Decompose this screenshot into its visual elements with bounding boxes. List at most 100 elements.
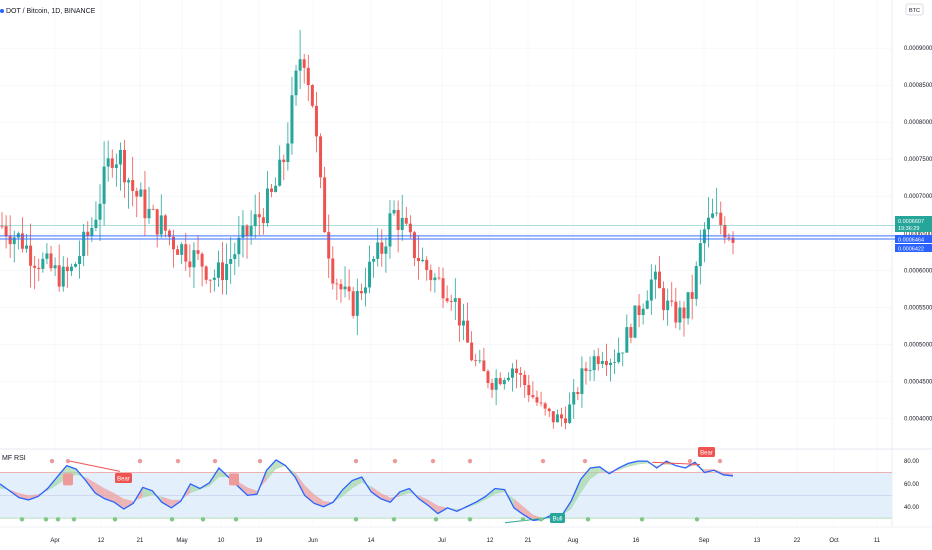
oversold-dot — [112, 517, 118, 522]
candle — [576, 387, 580, 401]
candle — [323, 166, 327, 233]
candle — [82, 223, 86, 267]
overbought-dot — [212, 458, 218, 464]
candle — [498, 372, 502, 386]
rsi-fill-segment — [418, 495, 429, 506]
candle — [90, 217, 94, 242]
date-tick-label: Oct — [829, 538, 839, 544]
candle — [527, 374, 531, 403]
candle — [310, 84, 314, 108]
bull-divergence-line — [504, 516, 556, 524]
candle — [74, 262, 78, 268]
indicator-title[interactable]: MF RSI — [2, 455, 26, 462]
oversold-dot — [169, 517, 175, 522]
overbought-dot — [65, 458, 71, 464]
rsi-fill-segment — [266, 459, 277, 481]
candle — [29, 223, 33, 288]
overbought-dot — [137, 458, 143, 464]
currency-badge[interactable]: BTC — [905, 3, 924, 16]
currency-badge-label: BTC — [909, 8, 920, 14]
rsi-fill-segment — [237, 481, 248, 496]
rsi-fill-segment — [399, 488, 410, 497]
candle — [474, 353, 478, 367]
date-axis: Apr 12 21 May 10 19 Jun 14 Jul 12 21 Aug 16 Sep 13 22 Oc… — [0, 526, 932, 544]
candle — [180, 242, 184, 265]
candle — [417, 235, 421, 280]
candle — [290, 76, 294, 155]
price-tick-label: 0.0005000 — [904, 342, 932, 348]
candle — [539, 391, 543, 407]
rsi-fill-segment — [371, 486, 381, 499]
candle — [98, 184, 102, 241]
candle — [453, 278, 457, 320]
price-tick-label: 0.0006000 — [904, 268, 932, 274]
rsi-fill-segment — [247, 487, 258, 496]
candle — [425, 256, 429, 281]
candle — [200, 252, 204, 287]
bear-label-text: Bear — [700, 451, 713, 457]
candle — [555, 409, 559, 423]
candle — [204, 265, 208, 284]
overbought-dot — [257, 458, 263, 464]
candle — [33, 255, 37, 290]
candle — [437, 266, 441, 281]
mf-rsi-axis: 80.00 60.00 40.00 — [904, 459, 920, 511]
rsi-fill-segment — [190, 483, 200, 494]
candle — [629, 323, 633, 344]
rsi-fill-segment — [485, 488, 496, 500]
candle — [380, 229, 384, 267]
rsi-fill-segment — [599, 466, 610, 474]
date-tick-label: Jun — [308, 538, 318, 544]
candle — [445, 285, 449, 304]
candle — [229, 236, 233, 284]
rsi-fill-segment — [95, 482, 105, 499]
candle — [37, 258, 41, 282]
candle — [102, 141, 106, 226]
rsi-fill-segment — [456, 506, 467, 512]
candle — [253, 194, 257, 239]
candle — [421, 247, 425, 263]
candle — [502, 377, 506, 390]
oversold-dot — [55, 517, 61, 522]
candle — [429, 264, 433, 292]
level-label-2: 0.0006422 — [895, 244, 932, 253]
candle — [727, 233, 731, 242]
candle — [515, 359, 519, 389]
date-tick-label: 21 — [525, 538, 532, 544]
candle — [690, 274, 694, 320]
candle — [278, 145, 282, 187]
candle — [61, 256, 65, 292]
candle — [649, 264, 653, 315]
candle — [241, 210, 245, 258]
rsi-fill-segment — [342, 480, 353, 497]
rsi-fill-segment — [276, 459, 286, 470]
candle — [139, 182, 143, 198]
candle — [159, 194, 163, 238]
candle — [368, 245, 372, 294]
price-tick-label: 0.0006500 — [904, 231, 932, 237]
candle — [376, 228, 380, 267]
candle — [274, 177, 278, 193]
candle — [106, 140, 110, 182]
candle — [245, 223, 249, 259]
overbought-dot — [353, 458, 359, 464]
level-2-value: 0.0006422 — [898, 247, 924, 253]
oversold-dot — [233, 517, 239, 522]
candle — [147, 186, 151, 224]
candle — [543, 401, 547, 416]
candle — [135, 187, 139, 218]
overbought-dot — [687, 458, 693, 464]
date-tick-label: 16 — [633, 538, 640, 544]
candle — [441, 267, 445, 308]
candle — [698, 229, 702, 285]
symbol-title[interactable]: DOT / Bitcoin, 1D, BINANCE — [6, 8, 96, 15]
header-bar: DOT / Bitcoin, 1D, BINANCE — [0, 8, 96, 15]
candle — [617, 337, 621, 364]
candle — [482, 347, 486, 372]
bear-divergence-line — [651, 461, 701, 466]
rsi-fill-segment — [580, 467, 591, 494]
candle — [16, 231, 20, 250]
date-tick-label: Aug — [568, 538, 579, 544]
date-tick-label: Jul — [438, 538, 446, 544]
